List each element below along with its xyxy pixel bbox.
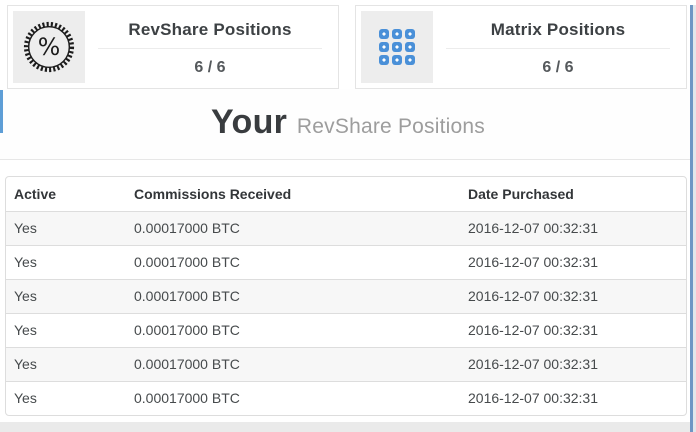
cell-date: 2016-12-07 00:32:31 xyxy=(460,245,686,280)
column-header-active: Active xyxy=(6,177,126,212)
matrix-positions-card: Matrix Positions 6 / 6 xyxy=(355,5,687,89)
cell-date: 2016-12-07 00:32:31 xyxy=(460,347,686,382)
revshare-card-title: RevShare Positions xyxy=(98,20,322,49)
svg-text:%: % xyxy=(38,33,61,61)
revshare-card-icon-box: % xyxy=(13,11,85,83)
cell-commissions: 0.00017000 BTC xyxy=(126,381,460,415)
cell-date: 2016-12-07 00:32:31 xyxy=(460,313,686,348)
cell-active: Yes xyxy=(6,313,126,348)
matrix-card-count: 6 / 6 xyxy=(542,58,574,76)
section-heading-wrap: Your RevShare Positions xyxy=(0,89,696,160)
table-row: Yes 0.00017000 BTC 2016-12-07 00:32:31 xyxy=(6,381,686,415)
table-row: Yes 0.00017000 BTC 2016-12-07 00:32:31 xyxy=(6,245,686,280)
summary-cards-row: % RevShare Positions 6 / 6 Matrix Positi… xyxy=(7,5,687,89)
cell-active: Yes xyxy=(6,347,126,382)
table-header-row: Active Commissions Received Date Purchas… xyxy=(6,177,686,212)
percent-badge-icon: % xyxy=(23,21,75,73)
revshare-positions-card: % RevShare Positions 6 / 6 xyxy=(7,5,339,89)
heading-divider xyxy=(0,159,696,160)
cell-active: Yes xyxy=(6,381,126,415)
cell-active: Yes xyxy=(6,279,126,314)
table-row: Yes 0.00017000 BTC 2016-12-07 00:32:31 xyxy=(6,211,686,246)
page-title-strong: Your xyxy=(211,103,288,141)
page-footer-strip xyxy=(0,422,690,432)
revshare-card-body: RevShare Positions 6 / 6 xyxy=(90,6,338,88)
table-row: Yes 0.00017000 BTC 2016-12-07 00:32:31 xyxy=(6,347,686,382)
page-title: Your RevShare Positions xyxy=(0,101,696,148)
cell-commissions: 0.00017000 BTC xyxy=(126,279,460,314)
left-scrollbar-thumb[interactable] xyxy=(0,90,3,133)
cell-commissions: 0.00017000 BTC xyxy=(134,220,240,236)
revshare-card-count: 6 / 6 xyxy=(194,58,226,76)
table-row: Yes 0.00017000 BTC 2016-12-07 00:32:31 xyxy=(6,279,686,314)
cell-commissions: 0.00017000 BTC xyxy=(126,313,460,348)
right-edge-border xyxy=(690,5,693,432)
column-header-commissions: Commissions Received xyxy=(126,177,460,212)
matrix-card-title: Matrix Positions xyxy=(446,20,670,49)
table-row: Yes 0.00017000 BTC 2016-12-07 00:32:31 xyxy=(6,313,686,348)
cell-active: Yes xyxy=(14,220,37,236)
cell-commissions: 0.00017000 BTC xyxy=(126,347,460,382)
grid-icon xyxy=(379,29,415,65)
cell-active: Yes xyxy=(6,245,126,280)
positions-table-panel: Active Commissions Received Date Purchas… xyxy=(5,176,687,416)
cell-commissions: 0.00017000 BTC xyxy=(126,245,460,280)
matrix-card-body: Matrix Positions 6 / 6 xyxy=(438,6,686,88)
positions-table: Active Commissions Received Date Purchas… xyxy=(6,177,686,415)
right-edge-gutter xyxy=(693,5,696,432)
cell-date: 2016-12-07 00:32:31 xyxy=(460,381,686,415)
page-title-sub: RevShare Positions xyxy=(296,115,485,138)
cell-date: 2016-12-07 00:32:31 xyxy=(460,279,686,314)
cell-date: 2016-12-07 00:32:31 xyxy=(468,220,598,236)
column-header-date: Date Purchased xyxy=(460,177,686,212)
matrix-card-icon-box xyxy=(361,11,433,83)
